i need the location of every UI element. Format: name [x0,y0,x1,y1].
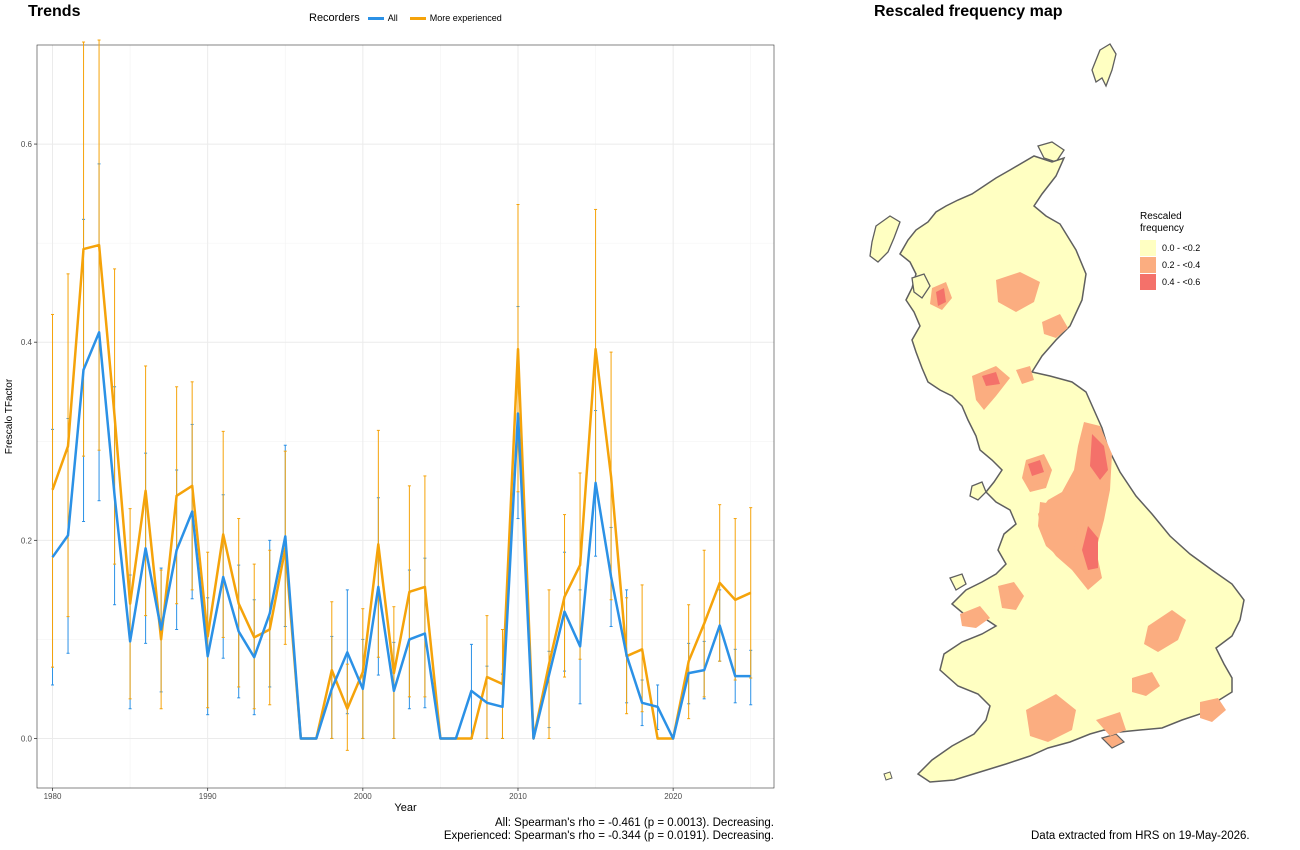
map-isle-of-wight [1100,733,1126,749]
trend-chart: 1980 1990 2000 2010 2020 0.0 0.2 0.4 0.6 Year Fres… [4,39,775,814]
series-line-all [51,331,751,740]
map-patch-mid [998,582,1024,610]
map-legend-row: 0.0 - <0.2 [1140,239,1200,256]
y-axis-label: Frescalo TFactor [4,378,15,454]
map-western-isles [869,215,901,263]
map-anglesey [949,573,967,591]
legend-swatch-all [367,16,384,20]
frequency-map [869,43,1245,783]
map-patch-wales [960,606,990,628]
stats-experienced: Experienced: Spearman's rho = -0.344 (p … [443,830,774,842]
plot-panel [36,44,775,789]
map-patch-yorkshire [1038,502,1078,558]
map-skye [911,273,931,299]
map-legend-swatch [1140,239,1156,256]
trends-title: Trends [28,3,81,20]
x-tick-label: 2020 [664,792,682,801]
map-patch-westcoast [972,366,1010,410]
x-tick-label: 1990 [199,792,217,801]
map-hot-clyde [982,372,1000,386]
y-tick-label: 0.6 [21,140,33,149]
trend-legend: Recorders All More experienced [309,12,514,24]
map-scilly [883,771,893,781]
map-title: Rescaled frequency map [874,3,1063,20]
y-tick-label: 0.4 [21,338,33,347]
map-shetland [1091,43,1117,88]
map-legend: Rescaled frequency 0.0 - <0.2 0.2 - <0.4… [1140,211,1200,290]
map-hot-northeast [1090,434,1108,480]
x-tick-label: 2000 [354,792,372,801]
map-patch-anglia [1144,610,1186,652]
map-legend-row: 0.4 - <0.6 [1140,273,1200,290]
map-legend-title: Rescaled frequency [1140,211,1184,234]
map-legend-swatch [1140,273,1156,290]
legend-label-experienced: More experienced [429,13,502,23]
x-axis-label: Year [394,802,417,814]
map-patch-kent [1200,698,1226,722]
map-legend-label: 0.4 - <0.6 [1162,276,1201,287]
y-tick-label: 0.2 [21,536,33,545]
map-isle-of-man [969,481,987,501]
map-patch-fife [1042,314,1068,338]
legend-swatch-experienced [409,16,426,20]
map-patch-chilterns [1132,672,1160,696]
legend-title: Recorders [309,12,360,24]
map-patch-hampshire [1096,712,1126,736]
stats-text: All: Spearman's rho = -0.461 (p = 0.0013… [444,817,774,843]
map-legend-swatch [1140,256,1156,273]
y-tick-label: 0.0 [21,734,33,743]
map-hot-yorkshire [1082,526,1098,570]
map-hot-argyll [936,288,946,306]
stats-all: All: Spearman's rho = -0.461 (p = 0.0013… [495,817,774,829]
x-tick-label: 2010 [509,792,527,801]
map-patch-tweed [1016,366,1034,384]
map-legend-label: 0.0 - <0.2 [1162,242,1201,253]
footer-note: Data extracted from HRS on 19-May-2026. [1031,830,1250,842]
map-islands-north [1037,141,1065,163]
map-patch-dorset [1026,694,1076,742]
series-line-experienced [51,243,752,740]
map-legend-row: 0.2 - <0.4 [1140,256,1200,273]
x-tick-label: 1980 [44,792,62,801]
map-legend-label: 0.2 - <0.4 [1162,259,1201,270]
legend-label-all: All [387,13,398,23]
map-hot-cumbria [1028,460,1044,476]
map-patch-grampian [996,272,1040,312]
